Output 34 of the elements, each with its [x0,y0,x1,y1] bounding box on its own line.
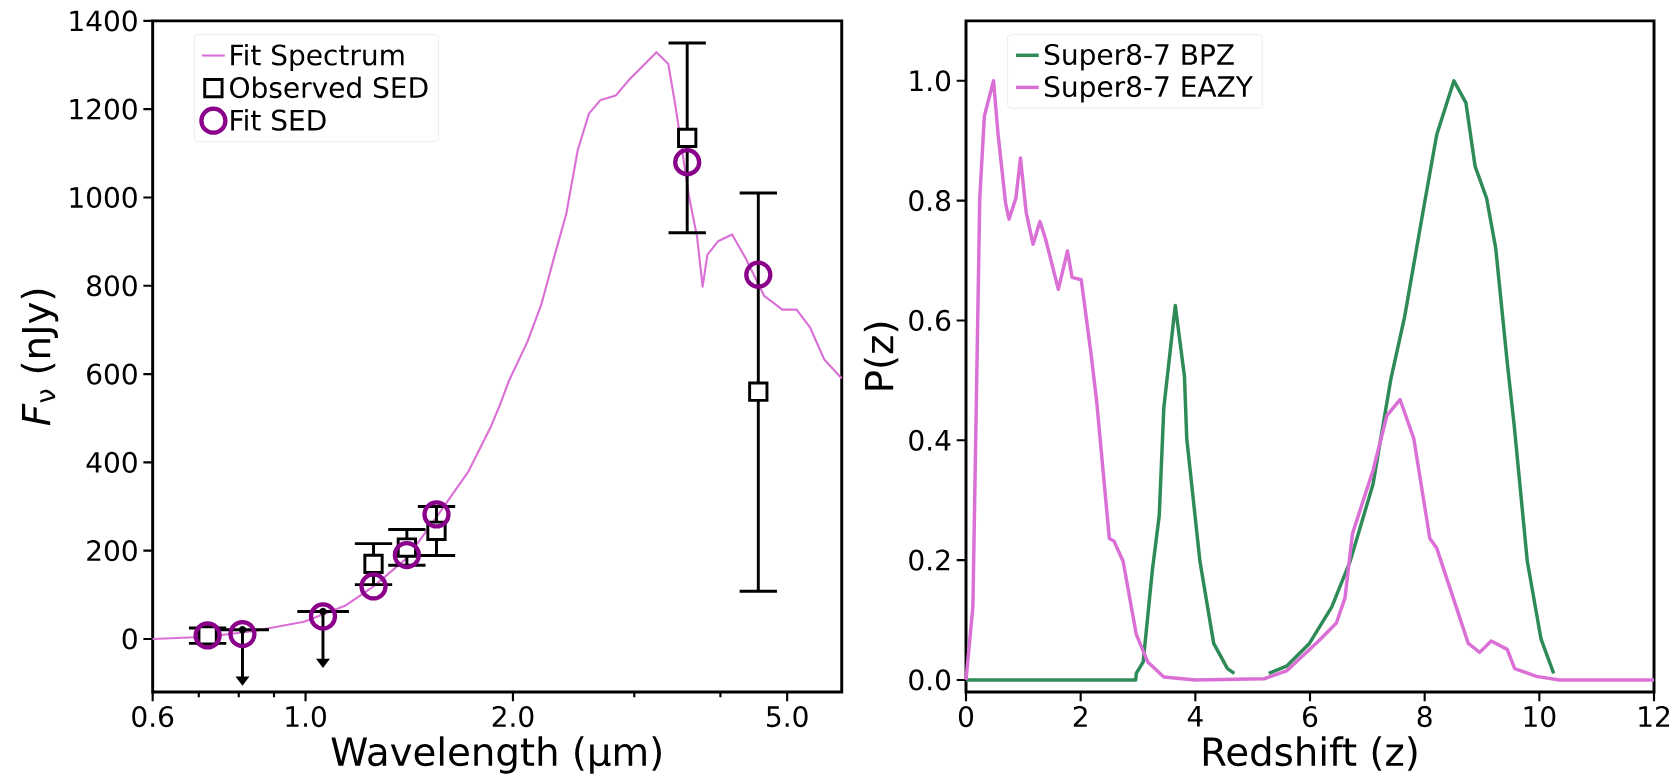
x-tick-label: 0.6 [132,705,174,728]
y-tick-label: 0.6 [909,309,951,332]
y-tick-label: 0.4 [909,429,951,451]
y-tick-label: 1.0 [910,70,951,92]
y-tick-label: 1200 [70,98,137,120]
x-tick-label: 4 [1187,705,1203,727]
y-axis-title: P(z) [863,322,899,390]
x-tick-label: 2 [1073,705,1087,727]
y-tick-label: 0 [122,628,137,650]
x-tick-label: 10 [1524,705,1556,728]
x-tick-label: 8 [1417,705,1432,728]
x-tick-label: 12 [1639,705,1670,727]
y-tick-label: 1000 [70,186,137,209]
x-tick-label: 0 [958,705,974,728]
legend-label: Fit Spectrum [231,43,404,71]
x-tick-label: 1.0 [286,705,326,728]
y-tick-label: 0.2 [909,549,950,571]
y-tick-label: 1400 [70,10,137,32]
x-axis-title: Redshift (z) [1203,736,1417,771]
x-tick-label: 5.0 [767,705,808,728]
x-axis-title: Wavelength (μm) [331,736,661,774]
y-axis-title: F$_{ν}$ (nJy) [20,289,59,426]
y-tick-label: 0.8 [909,190,951,212]
y-tick-label: 400 [86,451,137,473]
y-tick-label: 600 [87,363,137,385]
legend-label: Super8-7 EAZY [1044,76,1253,103]
y-tick-label: 800 [87,275,137,297]
legend-label: Fit SED [231,109,326,131]
x-tick-label: 2.0 [492,705,534,728]
legend-label: Observed SED [230,76,428,99]
y-tick-label: 200 [87,540,137,562]
legend-label: Super8-7 BPZ [1044,43,1234,71]
y-tick-label: 0.0 [909,669,951,691]
x-tick-label: 6 [1303,705,1318,728]
